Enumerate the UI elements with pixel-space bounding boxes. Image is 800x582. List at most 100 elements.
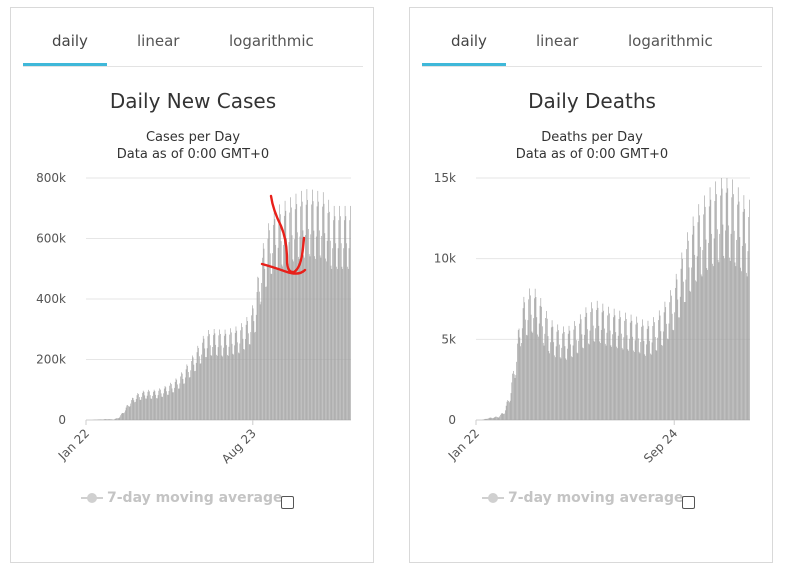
bar — [140, 399, 142, 420]
bar — [153, 391, 154, 420]
bar — [729, 260, 731, 420]
bar — [546, 310, 547, 420]
tab-logarithmic[interactable]: logarithmic — [229, 32, 314, 50]
moving-average-checkbox[interactable] — [682, 496, 695, 509]
bar — [333, 220, 334, 420]
bar — [242, 338, 244, 420]
bar — [622, 349, 624, 420]
bar — [194, 371, 195, 420]
bar — [167, 394, 169, 420]
bar — [196, 352, 198, 420]
bar — [727, 188, 729, 420]
tab-daily[interactable]: daily — [451, 32, 487, 50]
bar — [681, 252, 683, 420]
bar — [691, 267, 692, 420]
bar — [131, 400, 132, 420]
bar — [110, 419, 111, 420]
bar — [319, 230, 320, 420]
bar — [505, 405, 507, 420]
bar — [121, 413, 123, 420]
bar — [536, 317, 538, 420]
bar — [120, 415, 121, 420]
bar — [117, 418, 118, 420]
bar — [649, 340, 650, 420]
bar — [616, 346, 617, 420]
bar — [650, 353, 651, 420]
bar — [596, 300, 598, 420]
bar — [263, 248, 265, 420]
chart-title: Daily Deaths — [528, 89, 656, 113]
bar — [209, 334, 210, 420]
y-tick-label: 0 — [448, 413, 456, 427]
bar — [241, 323, 242, 420]
bar — [735, 266, 737, 420]
bar — [670, 290, 671, 420]
bar — [640, 342, 642, 420]
bar — [498, 417, 500, 420]
bar — [202, 335, 204, 420]
bar — [683, 302, 685, 420]
bar — [671, 313, 673, 420]
moving-average-checkbox[interactable] — [281, 496, 294, 509]
bar — [703, 214, 704, 420]
bar — [202, 342, 203, 420]
bar — [313, 230, 315, 420]
bar — [631, 320, 633, 420]
bar — [734, 262, 736, 420]
bar — [637, 338, 639, 420]
tab-daily[interactable]: daily — [52, 32, 88, 50]
bar — [268, 223, 270, 420]
bar — [716, 194, 717, 420]
bar — [729, 257, 730, 420]
bar — [172, 392, 174, 420]
bar — [295, 193, 297, 420]
bar — [713, 238, 715, 420]
bar — [553, 342, 555, 420]
bar — [234, 345, 235, 420]
tab-logarithmic[interactable]: logarithmic — [628, 32, 713, 50]
tab-linear[interactable]: linear — [137, 32, 180, 50]
legend-item-moving-average[interactable]: 7-day moving average — [482, 490, 684, 506]
bar — [725, 192, 727, 420]
bar — [290, 197, 291, 420]
bar — [615, 332, 617, 420]
bar — [566, 359, 567, 420]
bar — [702, 250, 704, 420]
bar — [327, 213, 329, 420]
bar — [606, 332, 608, 420]
bar — [518, 328, 520, 420]
bar — [534, 298, 535, 420]
bar — [690, 291, 692, 420]
bar — [336, 268, 338, 420]
tab-linear[interactable]: linear — [536, 32, 579, 50]
bar — [181, 373, 183, 420]
bar — [488, 418, 489, 420]
bar — [674, 312, 675, 420]
chart-title: Daily New Cases — [110, 89, 276, 113]
bar — [316, 206, 318, 420]
bar — [507, 400, 509, 420]
bar — [171, 388, 173, 420]
bar — [504, 413, 505, 420]
bar — [576, 352, 578, 420]
bar — [716, 229, 718, 420]
bar — [706, 268, 708, 420]
bar — [720, 178, 722, 420]
bar — [233, 354, 234, 420]
bar — [581, 334, 583, 420]
legend-item-moving-average[interactable]: 7-day moving average — [81, 490, 283, 506]
bar — [673, 330, 675, 420]
bar — [311, 204, 312, 420]
bar — [571, 356, 572, 420]
bar — [647, 320, 649, 420]
bar — [573, 329, 575, 420]
bar — [561, 347, 563, 420]
legend-marker-icon — [482, 493, 504, 503]
bar — [509, 400, 511, 420]
bar — [505, 410, 506, 420]
bar — [212, 347, 213, 420]
bar — [675, 273, 677, 420]
y-tick-label: 5k — [441, 332, 456, 346]
bar — [602, 303, 604, 420]
bar — [688, 267, 690, 420]
